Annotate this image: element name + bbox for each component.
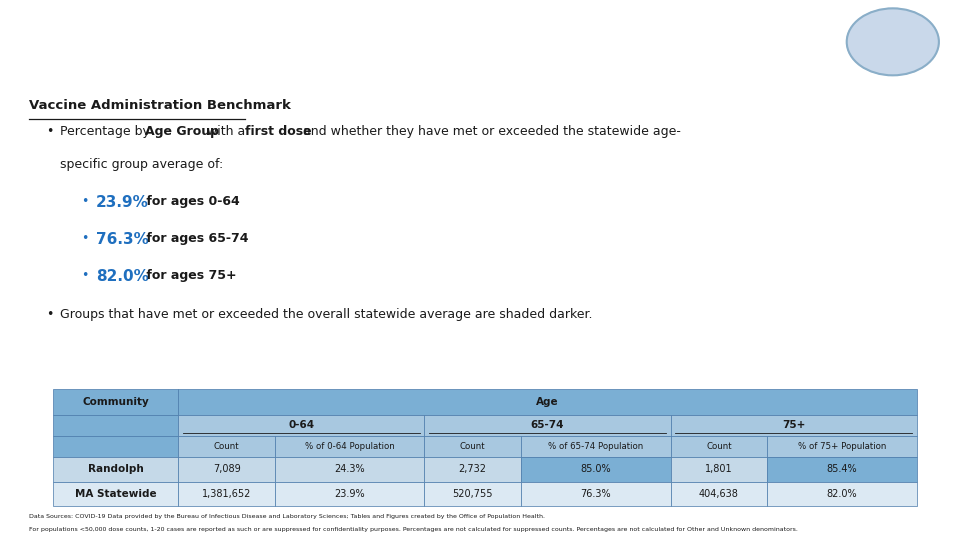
Text: Randolph: Randolph [87,464,143,474]
FancyBboxPatch shape [671,457,767,482]
Text: Count: Count [707,442,732,451]
Text: Count: Count [214,442,239,451]
FancyBboxPatch shape [521,457,671,482]
FancyBboxPatch shape [424,415,671,436]
Text: 520,755: 520,755 [452,489,493,499]
Text: 23.9%: 23.9% [96,195,149,210]
Text: Vaccine Administration Benchmark: Vaccine Administration Benchmark [29,99,291,112]
Text: Data Sources: COVID-19 Data provided by the Bureau of Infectious Disease and Lab: Data Sources: COVID-19 Data provided by … [29,514,544,519]
FancyBboxPatch shape [767,436,917,457]
Text: •: • [46,125,54,138]
Text: •: • [82,195,89,208]
Text: 85.0%: 85.0% [581,464,612,474]
Text: 404,638: 404,638 [699,489,739,499]
Text: 0-64: 0-64 [288,420,315,430]
FancyBboxPatch shape [275,457,424,482]
Text: with a: with a [203,125,249,138]
FancyBboxPatch shape [671,436,767,457]
FancyBboxPatch shape [179,436,275,457]
Text: 82.0%: 82.0% [827,489,857,499]
Text: •: • [82,232,89,245]
Text: 76.3%: 76.3% [96,232,149,247]
Text: 1,801: 1,801 [705,464,732,474]
Text: For populations <50,000 dose counts, 1-20 cases are reported as such or are supp: For populations <50,000 dose counts, 1-2… [29,527,798,532]
Text: for ages 0-64: for ages 0-64 [142,195,240,208]
FancyBboxPatch shape [179,389,917,415]
FancyBboxPatch shape [671,482,767,507]
FancyBboxPatch shape [53,415,179,436]
Text: Counts and Percentages of Population with a First Dose by Demographics for Rando: Counts and Percentages of Population wit… [92,22,791,37]
FancyBboxPatch shape [53,457,179,482]
FancyBboxPatch shape [179,457,275,482]
Text: Count: Count [460,442,486,451]
FancyBboxPatch shape [53,389,179,415]
FancyBboxPatch shape [671,415,917,436]
Text: 82.0%: 82.0% [96,269,149,284]
FancyBboxPatch shape [521,436,671,457]
Text: 65-74: 65-74 [531,420,564,430]
FancyBboxPatch shape [179,415,424,436]
Text: MA Statewide: MA Statewide [75,489,156,499]
Text: % of 0-64 Population: % of 0-64 Population [304,442,395,451]
Text: 76.3%: 76.3% [581,489,612,499]
Text: 23.9%: 23.9% [334,489,365,499]
Text: Age Group: Age Group [145,125,219,138]
Text: specific group average of:: specific group average of: [60,158,223,171]
FancyBboxPatch shape [767,482,917,507]
Text: 2,732: 2,732 [459,464,487,474]
FancyBboxPatch shape [424,457,521,482]
Text: first dose: first dose [245,125,311,138]
Text: 85.4%: 85.4% [827,464,857,474]
Text: Community: Community [83,397,149,407]
Text: Age: Age [537,397,559,407]
FancyBboxPatch shape [424,482,521,507]
Text: 24.3%: 24.3% [334,464,365,474]
FancyBboxPatch shape [275,436,424,457]
FancyBboxPatch shape [767,457,917,482]
Circle shape [847,8,939,76]
FancyBboxPatch shape [53,482,179,507]
Text: •: • [82,269,89,282]
Text: 75+: 75+ [782,420,805,430]
Text: % of 75+ Population: % of 75+ Population [798,442,886,451]
FancyBboxPatch shape [521,482,671,507]
FancyBboxPatch shape [275,482,424,507]
Text: and whether they have met or exceeded the statewide age-: and whether they have met or exceeded th… [299,125,681,138]
Text: Groups that have met or exceeded the overall statewide average are shaded darker: Groups that have met or exceeded the ove… [60,308,592,321]
Text: Compared to Statewide as of 3/31/2021  contd.: Compared to Statewide as of 3/31/2021 co… [252,55,632,70]
FancyBboxPatch shape [179,482,275,507]
Text: Percentage by: Percentage by [60,125,154,138]
FancyBboxPatch shape [53,436,179,457]
Text: for ages 75+: for ages 75+ [142,269,237,282]
Text: 1,381,652: 1,381,652 [202,489,252,499]
Text: for ages 65-74: for ages 65-74 [142,232,249,245]
Text: •: • [46,308,54,321]
FancyBboxPatch shape [424,436,521,457]
Text: 7,089: 7,089 [213,464,240,474]
Text: % of 65-74 Population: % of 65-74 Population [548,442,643,451]
